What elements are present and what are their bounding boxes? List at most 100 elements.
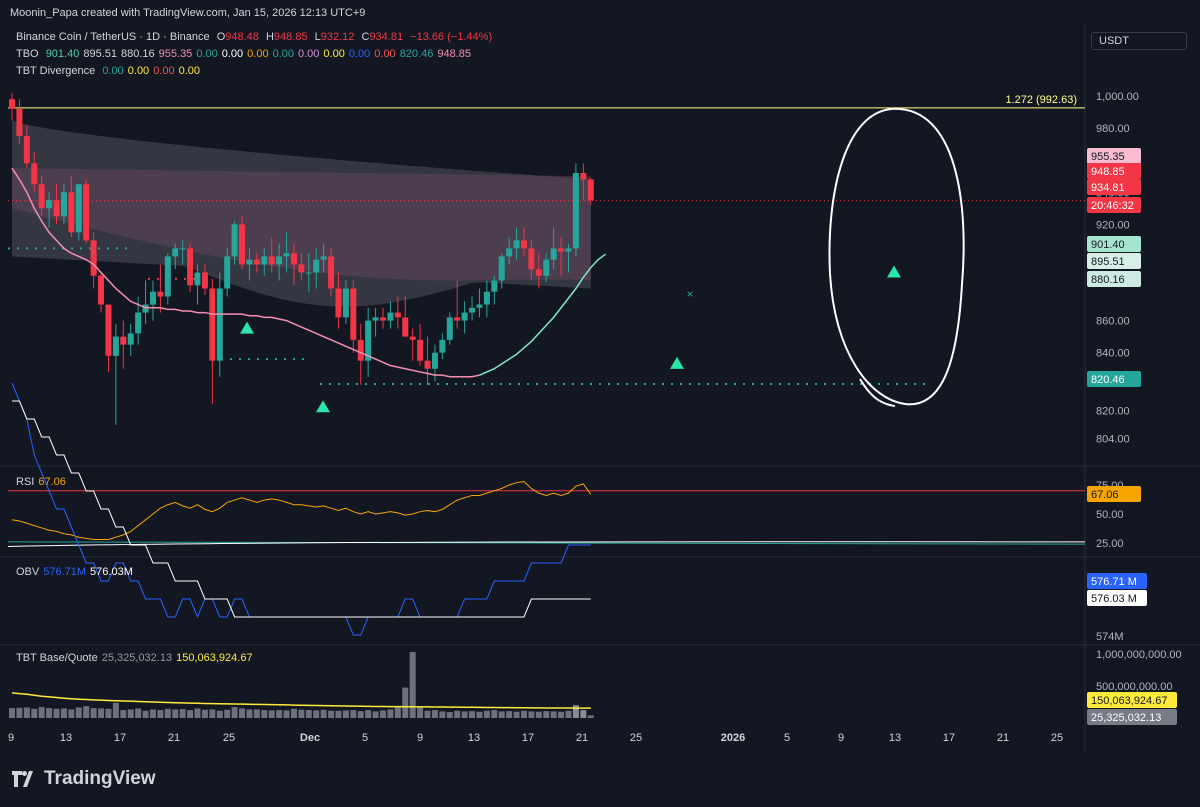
candle[interactable] xyxy=(75,184,82,233)
candle[interactable] xyxy=(461,312,468,321)
candle[interactable] xyxy=(328,256,335,289)
candle[interactable] xyxy=(417,339,424,361)
candle[interactable] xyxy=(216,288,223,361)
candle[interactable] xyxy=(253,259,260,265)
candle[interactable] xyxy=(53,200,60,217)
candle[interactable] xyxy=(201,272,208,289)
candle[interactable] xyxy=(520,240,527,249)
candle[interactable] xyxy=(290,253,297,265)
candle[interactable] xyxy=(9,99,15,109)
candle[interactable] xyxy=(513,240,520,249)
candle[interactable] xyxy=(142,304,149,313)
currency-button[interactable]: USDT xyxy=(1091,32,1187,50)
candle[interactable] xyxy=(105,304,112,356)
candle[interactable] xyxy=(380,317,386,321)
candle[interactable] xyxy=(424,360,431,369)
candle[interactable] xyxy=(172,248,179,257)
candle[interactable] xyxy=(246,259,253,265)
candle[interactable] xyxy=(16,108,23,137)
candle[interactable] xyxy=(572,173,579,249)
candle[interactable] xyxy=(394,312,401,318)
candle[interactable] xyxy=(580,173,587,180)
candle[interactable] xyxy=(187,248,194,286)
candle[interactable] xyxy=(268,256,275,265)
buy-signal-triangle xyxy=(316,400,330,413)
volume-bar xyxy=(446,712,453,718)
candle[interactable] xyxy=(276,256,283,265)
candle[interactable] xyxy=(305,272,312,274)
rsi-legend[interactable]: RSI 67.06 xyxy=(16,476,70,488)
candle[interactable] xyxy=(261,256,268,265)
candle[interactable] xyxy=(224,256,231,289)
candle[interactable] xyxy=(90,240,97,276)
candle[interactable] xyxy=(587,179,594,201)
candle[interactable] xyxy=(491,280,498,292)
candle[interactable] xyxy=(120,336,127,345)
candle[interactable] xyxy=(164,256,171,297)
volume-bar xyxy=(313,710,320,718)
candle[interactable] xyxy=(357,339,364,361)
candle[interactable] xyxy=(60,192,67,217)
candle[interactable] xyxy=(469,307,476,313)
candle[interactable] xyxy=(231,224,238,257)
tbo-value-12: 820.46 xyxy=(399,48,434,60)
volume-bar xyxy=(290,708,297,718)
candle[interactable] xyxy=(127,333,134,345)
tradingview-logo[interactable]: TradingView xyxy=(12,768,156,790)
obv-tick: 574M xyxy=(1096,631,1124,643)
candle[interactable] xyxy=(535,269,542,276)
candle[interactable] xyxy=(157,291,164,297)
volume-bar xyxy=(342,710,349,718)
candle[interactable] xyxy=(409,336,416,340)
candle[interactable] xyxy=(439,339,446,353)
candle[interactable] xyxy=(320,256,327,260)
candle[interactable] xyxy=(506,248,513,257)
obv-legend[interactable]: OBV 576.71M 576.03M xyxy=(16,566,137,578)
candle[interactable] xyxy=(372,317,379,321)
divergence-legend[interactable]: TBT Divergence 0.00 0.00 0.00 0.00 xyxy=(16,65,204,77)
candle[interactable] xyxy=(46,200,53,209)
candle[interactable] xyxy=(38,184,45,209)
candle[interactable] xyxy=(528,248,535,270)
candle[interactable] xyxy=(483,291,490,305)
candle[interactable] xyxy=(342,288,349,318)
candle[interactable] xyxy=(194,272,201,286)
candle[interactable] xyxy=(239,224,246,265)
candle[interactable] xyxy=(135,312,142,334)
candle[interactable] xyxy=(112,336,119,356)
candle[interactable] xyxy=(476,304,483,308)
price-chart[interactable]: 1.272 (992.63) × 1,000.00980.00940.00920… xyxy=(0,24,1200,751)
candle[interactable] xyxy=(365,320,372,361)
candle[interactable] xyxy=(209,288,216,361)
candle[interactable] xyxy=(98,275,105,305)
volume-bar xyxy=(543,711,550,718)
price-badge: 901.40 xyxy=(1091,239,1125,251)
candle[interactable] xyxy=(558,248,565,252)
candle[interactable] xyxy=(31,163,38,185)
candle[interactable] xyxy=(431,352,438,369)
candle[interactable] xyxy=(550,248,557,260)
candle[interactable] xyxy=(446,317,453,340)
candle[interactable] xyxy=(149,291,156,305)
candle[interactable] xyxy=(543,259,550,276)
candle[interactable] xyxy=(313,259,320,273)
volume-legend[interactable]: TBT Base/Quote 25,325,032.13 150,063,924.6… xyxy=(16,652,257,664)
volume-bar xyxy=(572,705,579,718)
candle[interactable] xyxy=(298,264,305,273)
candle[interactable] xyxy=(402,317,409,337)
tbo-legend[interactable]: TBO 901.40 895.51 880.16 955.35 0.00 0.00 0.00… xyxy=(16,48,475,60)
candle[interactable] xyxy=(565,248,572,252)
candle[interactable] xyxy=(283,253,290,257)
candle[interactable] xyxy=(454,317,461,321)
candle[interactable] xyxy=(335,288,342,318)
volume-bar xyxy=(9,708,15,718)
candle[interactable] xyxy=(179,248,186,250)
volume-bar xyxy=(83,706,90,718)
candle[interactable] xyxy=(387,312,394,321)
candle[interactable] xyxy=(23,136,30,164)
volume-bar xyxy=(142,710,149,718)
candle[interactable] xyxy=(498,256,505,281)
candle[interactable] xyxy=(350,288,357,340)
candle[interactable] xyxy=(68,192,75,233)
candle[interactable] xyxy=(83,184,90,241)
